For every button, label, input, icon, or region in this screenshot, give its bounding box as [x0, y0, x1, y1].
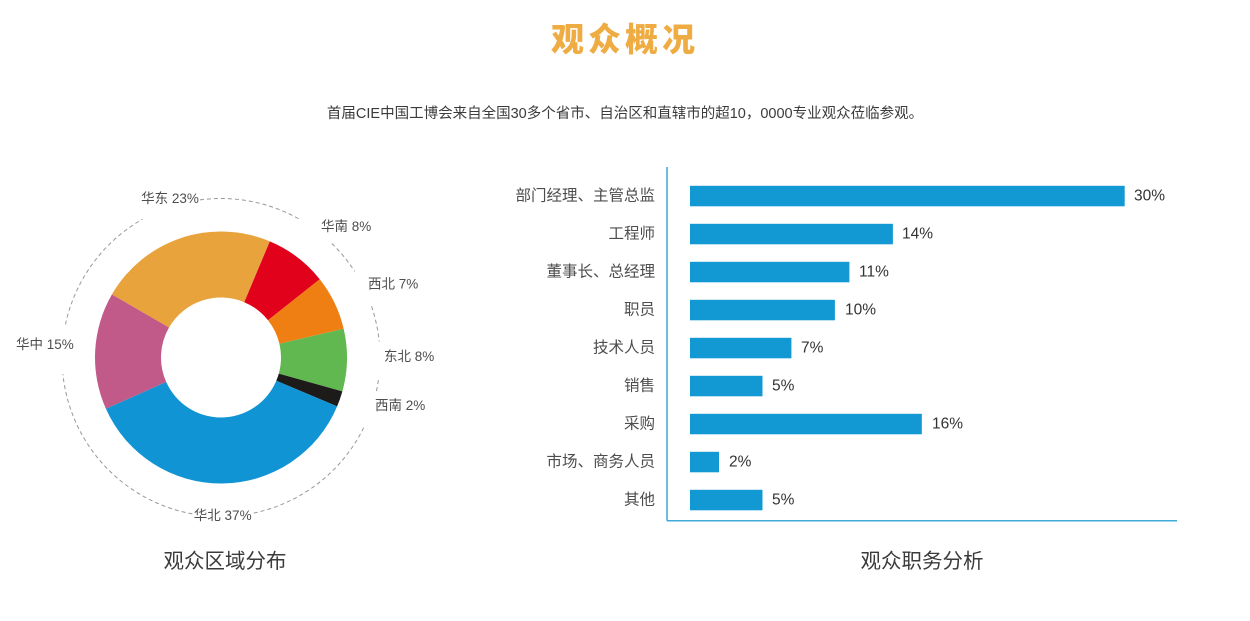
svg-text:11%: 11%: [859, 264, 889, 281]
svg-text:14%: 14%: [902, 226, 933, 243]
svg-text:技术人员: 技术人员: [593, 339, 655, 357]
svg-text:市场、商务人员: 市场、商务人员: [546, 453, 655, 471]
svg-text:2%: 2%: [729, 454, 752, 471]
svg-text:董事长、总经理: 董事长、总经理: [546, 263, 655, 281]
svg-text:部门经理、主管总监: 部门经理、主管总监: [515, 187, 655, 205]
svg-text:16%: 16%: [932, 416, 963, 433]
svg-text:工程师: 工程师: [608, 225, 655, 243]
svg-text:销售: 销售: [624, 377, 655, 395]
svg-text:5%: 5%: [772, 492, 795, 509]
svg-text:采购: 采购: [624, 415, 655, 433]
svg-text:7%: 7%: [801, 340, 824, 357]
svg-text:其他: 其他: [624, 491, 655, 509]
svg-text:10%: 10%: [845, 302, 876, 319]
svg-text:30%: 30%: [1134, 188, 1165, 205]
svg-text:职员: 职员: [624, 302, 655, 319]
svg-text:5%: 5%: [772, 378, 795, 395]
